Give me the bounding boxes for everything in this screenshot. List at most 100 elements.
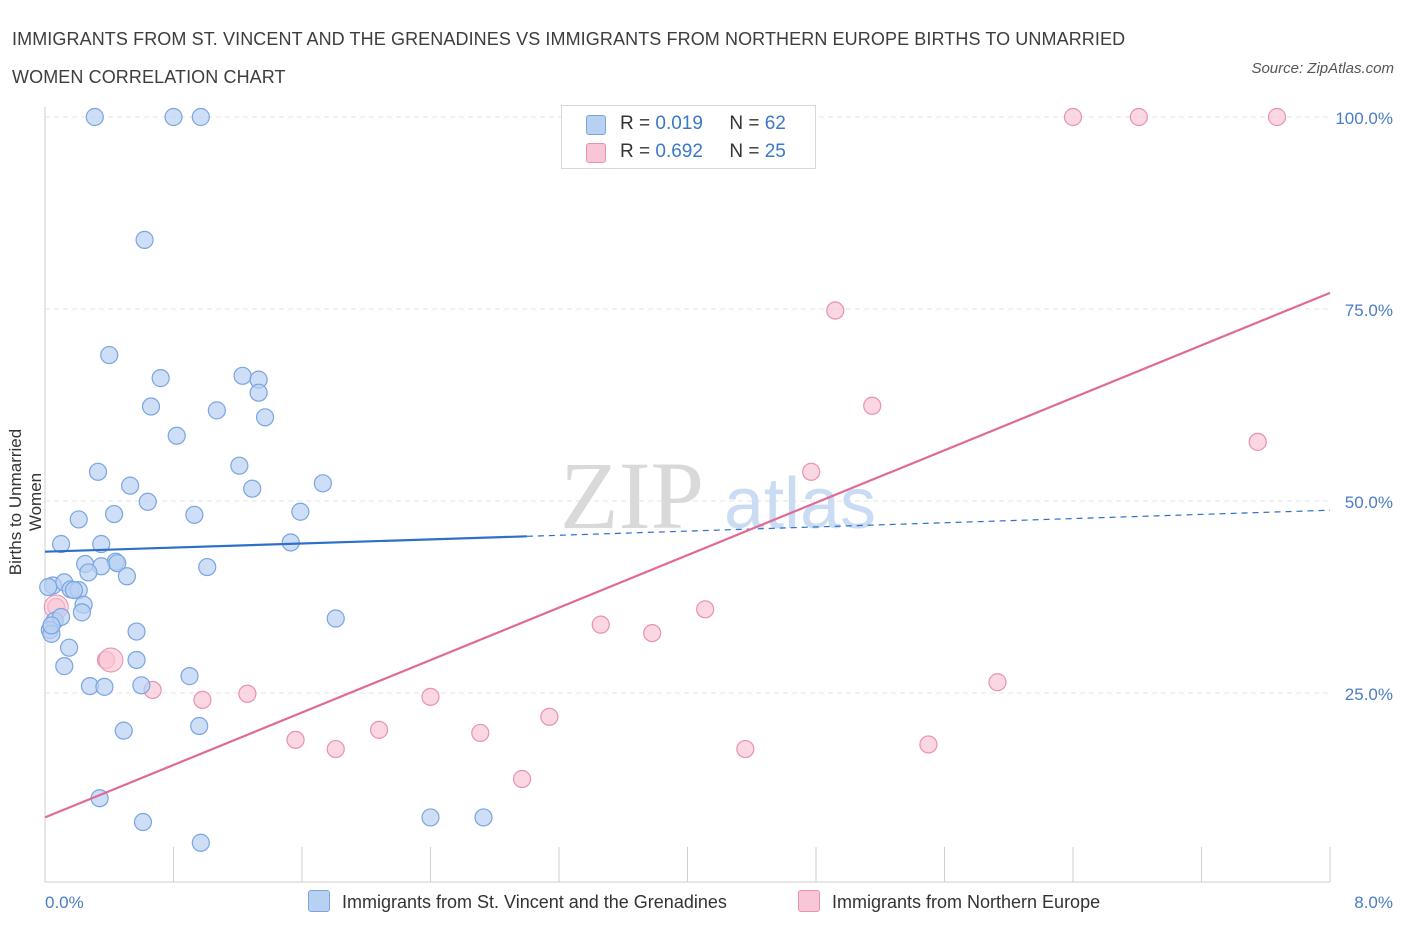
pink-trend-line [44,291,1331,819]
blue-point [207,401,226,420]
blue-point [233,366,252,385]
blue-swatch [308,890,330,912]
pink-swatch [798,890,820,912]
r-value-blue: 0.019 [655,113,703,134]
pink-point [863,396,882,415]
chart-title: IMMIGRANTS FROM ST. VINCENT AND THE GREN… [12,29,1126,87]
pink-point [193,690,212,710]
n-label: N = [729,141,760,162]
blue-point [190,716,209,736]
blue-point [121,476,140,495]
blue-point [92,534,111,554]
blue-point [104,504,124,524]
blue-point [230,456,249,475]
blue-point [127,650,146,670]
pink-point [826,301,845,320]
blue-point [39,577,58,597]
y-tick-label: 25.0% [1345,685,1393,704]
pink-point [591,615,610,634]
blue-point [79,563,98,582]
blue-trend-extension [526,509,1331,537]
blue-point [191,107,210,127]
pink-swatch [586,143,606,163]
blue-point [85,107,104,127]
gridlines [45,116,1330,694]
blue-point [326,609,345,628]
pink-point [238,684,257,703]
blue-point [133,812,153,832]
pink-point [1248,432,1267,451]
watermark-zip: ZIP [560,442,704,549]
blue-trend-line [44,535,527,553]
pink-point [471,723,490,743]
pink-point [736,739,755,759]
blue-point [135,230,154,249]
blue-point [72,603,92,622]
blue-point [114,721,133,740]
n-value-pink: 25 [764,141,786,162]
blue-point [88,462,108,481]
n-label: N = [729,113,760,134]
x-tick-label-min: 0.0% [45,893,84,912]
series-legend-pink: Immigrants from Northern Europe [798,889,1100,915]
blue-point [281,533,300,552]
blue-point [117,567,137,586]
blue-point [127,622,146,641]
pink-series-points [43,107,1287,789]
pink-point [286,730,305,749]
blue-series-points [39,107,493,852]
tick-labels: 100.0% 75.0% 50.0% 25.0% 0.0% 8.0% [45,109,1393,912]
blue-point [138,492,157,511]
blue-point [132,676,151,695]
blue-point [474,808,493,827]
blue-swatch [586,115,606,135]
blue-point [249,383,268,402]
pink-point [1267,107,1287,127]
pink-point [540,707,559,726]
blue-point [100,345,119,365]
n-value-blue: 62 [764,113,786,134]
source-label: Source: ZipAtlas.com [1251,60,1394,77]
pink-point [802,462,821,481]
blue-point [164,107,183,127]
blue-point [55,657,74,676]
blue-point [95,677,114,696]
pink-point [326,739,345,759]
pink-point [696,600,715,619]
blue-point [185,505,204,524]
pink-point [919,735,938,754]
pink-point [1063,107,1083,127]
blue-point [141,397,161,416]
pink-point [1129,107,1148,127]
r-value-pink: 0.692 [655,141,703,162]
correlation-legend: R = 0.019 N = 62 R = 0.692 N = 25 [561,105,816,169]
pink-point [370,720,389,739]
r-label: R = [620,141,651,162]
blue-point [59,638,79,657]
blue-point [198,557,217,577]
y-tick-label: 75.0% [1345,301,1393,320]
series-name-pink: Immigrants from Northern Europe [832,892,1101,912]
blue-point [421,808,440,827]
blue-point [255,408,275,427]
blue-point [69,510,88,529]
pink-point [988,673,1007,692]
pink-point [643,623,662,643]
blue-point [64,580,84,600]
pink-point [512,769,532,789]
blue-point [51,534,71,554]
axes [44,107,1331,883]
blue-point [167,426,186,445]
blue-point [243,479,262,498]
pink-point [421,687,440,706]
watermark: ZIP atlas [560,442,876,549]
pink-point-cluster [98,647,124,673]
blue-point [313,474,332,493]
blue-point [291,502,310,521]
blue-point [42,616,61,635]
x-tick-label-max: 8.0% [1354,893,1393,912]
series-name-blue: Immigrants from St. Vincent and the Gren… [342,892,727,912]
r-label: R = [620,113,651,134]
trend-lines [44,291,1331,819]
y-tick-label: 100.0% [1335,109,1393,128]
